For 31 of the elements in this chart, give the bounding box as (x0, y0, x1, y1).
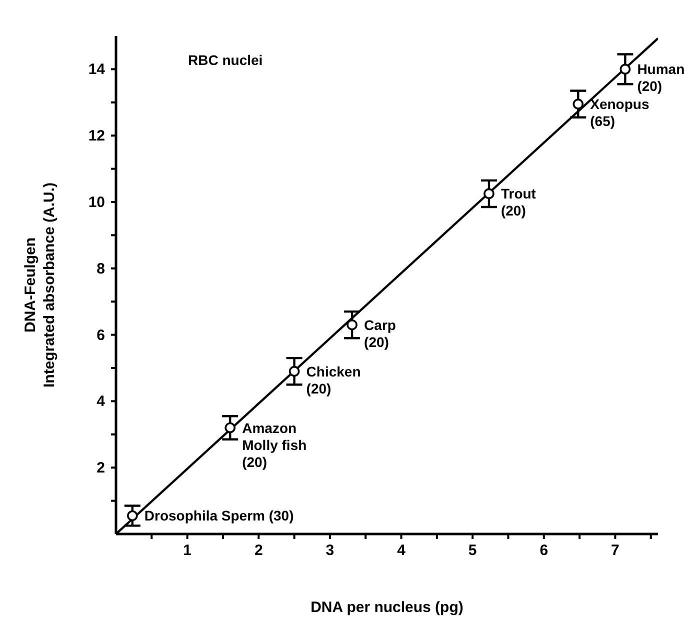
x-axis-title: DNA per nucleus (pg) (310, 599, 464, 616)
y-tick-label: 2 (96, 460, 105, 477)
x-tick-label: 4 (397, 542, 406, 559)
annotation: Trout (20) (500, 186, 536, 219)
point (484, 188, 494, 200)
y-tick-label: 8 (96, 260, 105, 278)
y-tick-label: 6 (96, 326, 105, 344)
point (127, 510, 138, 522)
y-tick-label: 10 (88, 194, 105, 211)
x-tick-label: 5 (468, 542, 477, 559)
annotation: Human (20) (637, 61, 685, 94)
y-tick-label: 14 (88, 61, 106, 78)
point (620, 64, 631, 75)
annotation: RBC nuclei (188, 52, 263, 68)
point (572, 98, 584, 110)
x-tick-label: 3 (326, 542, 334, 559)
annotation: Xenopus (65) (590, 96, 650, 130)
annotation: Amazon Molly fish (20) (242, 420, 307, 470)
annotation: Carp (20) (364, 316, 396, 350)
annotation: Drosophila Sperm (30) (144, 508, 294, 524)
y-tick-label: 12 (88, 128, 105, 145)
y-tick-label: 4 (96, 393, 106, 410)
x-tick-label: 7 (611, 542, 620, 559)
x-tick-label: 1 (183, 542, 192, 559)
x-tick-label: 2 (254, 542, 263, 559)
annotation: Chicken (20) (306, 363, 361, 396)
x-tick-label: 6 (540, 542, 548, 559)
y-axis-title: DNA-Feulgen Integrated absorbance (A.U.) (22, 182, 58, 388)
point (288, 366, 300, 377)
point (224, 422, 236, 434)
point (346, 319, 358, 330)
